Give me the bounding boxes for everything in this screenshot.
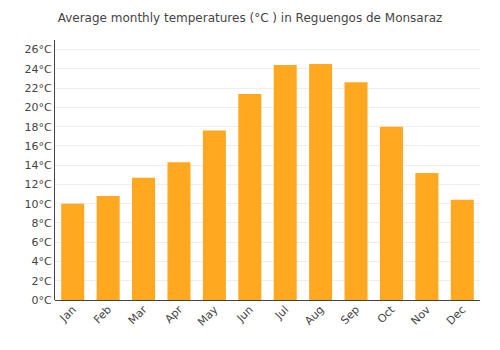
svg-text:2°C: 2°C xyxy=(32,275,52,288)
svg-text:Feb: Feb xyxy=(91,303,114,326)
svg-text:Nov: Nov xyxy=(409,303,434,328)
svg-text:20°C: 20°C xyxy=(25,101,52,114)
svg-text:Jun: Jun xyxy=(234,303,256,325)
svg-text:4°C: 4°C xyxy=(32,255,52,268)
svg-text:Jan: Jan xyxy=(57,303,79,325)
svg-text:12°C: 12°C xyxy=(25,178,52,191)
svg-text:Mar: Mar xyxy=(126,303,150,327)
svg-text:0°C: 0°C xyxy=(32,294,52,307)
svg-text:Apr: Apr xyxy=(162,303,185,326)
svg-text:Sep: Sep xyxy=(338,303,362,327)
svg-text:Dec: Dec xyxy=(444,303,468,327)
svg-text:Oct: Oct xyxy=(375,303,398,326)
svg-text:18°C: 18°C xyxy=(25,121,52,134)
svg-text:10°C: 10°C xyxy=(25,198,52,211)
svg-text:14°C: 14°C xyxy=(25,159,52,172)
svg-text:22°C: 22°C xyxy=(25,82,52,95)
svg-text:8°C: 8°C xyxy=(32,217,52,230)
svg-text:16°C: 16°C xyxy=(25,140,52,153)
svg-text:May: May xyxy=(195,303,221,329)
svg-text:26°C: 26°C xyxy=(25,43,52,56)
svg-text:24°C: 24°C xyxy=(25,63,52,76)
svg-text:6°C: 6°C xyxy=(32,236,52,249)
svg-text:Aug: Aug xyxy=(302,303,326,327)
svg-text:Jul: Jul xyxy=(272,303,291,322)
svg-text:Average monthly temperatures (: Average monthly temperatures (°C ) in Re… xyxy=(58,11,443,25)
